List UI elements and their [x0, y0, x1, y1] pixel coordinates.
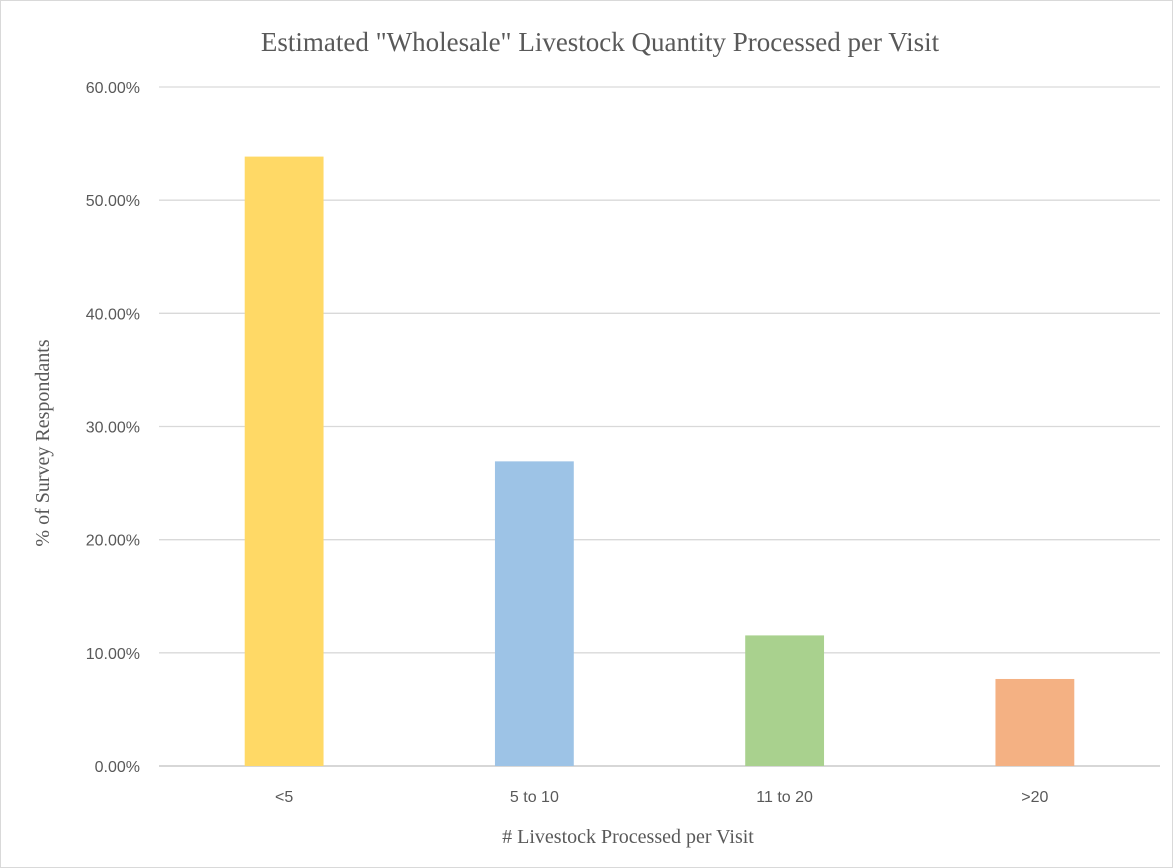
bars [244, 156, 1075, 766]
x-tick-label: <5 [275, 789, 293, 806]
y-tick-label: 30.00% [86, 420, 140, 437]
y-axis-title: % of Survey Respondants [32, 339, 54, 546]
x-tick-label: >20 [1021, 789, 1048, 806]
bar [995, 678, 1075, 766]
y-axis-tick-labels: 0.00% 10.00% 20.00% 30.00% 40.00% 50.00% 60.00… [86, 80, 140, 776]
y-tick-label: 40.00% [86, 306, 140, 323]
x-tick-label: 5 to 10 [510, 789, 559, 806]
y-tick-label: 50.00% [86, 193, 140, 210]
y-tick-label: 60.00% [86, 80, 140, 97]
x-tick-label: 11 to 20 [756, 789, 813, 806]
bar [244, 156, 324, 766]
gridlines [159, 86, 1160, 767]
x-axis-title: # Livestock Processed per Visit [502, 826, 754, 848]
bar [745, 635, 825, 766]
bar [494, 461, 574, 766]
x-axis-tick-labels: <5 5 to 10 11 to 20 >20 [275, 789, 1049, 806]
y-tick-label: 0.00% [95, 759, 140, 776]
y-tick-label: 20.00% [86, 533, 140, 550]
chart-title: Estimated "Wholesale" Livestock Quantity… [261, 27, 940, 57]
y-tick-label: 10.00% [86, 646, 140, 663]
